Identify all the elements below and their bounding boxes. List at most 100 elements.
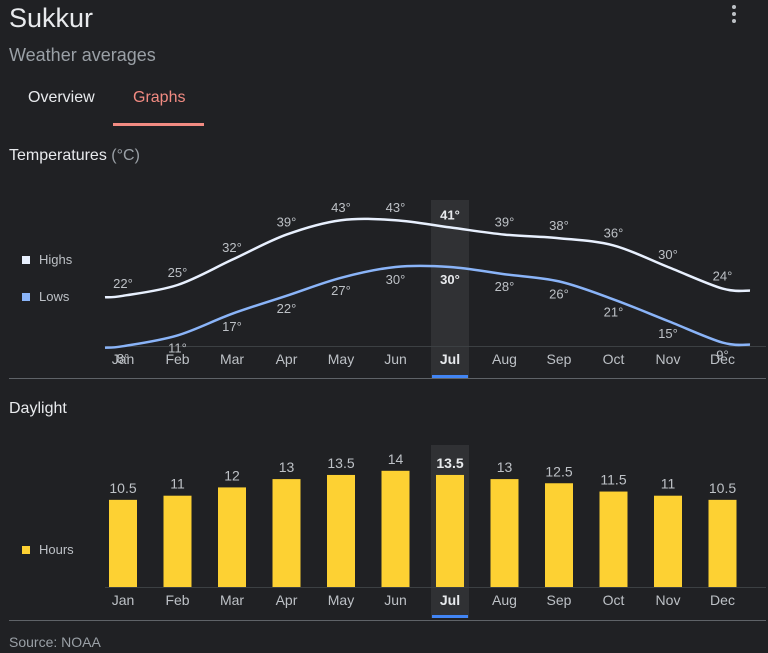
- tab-overview[interactable]: Overview: [28, 89, 95, 106]
- x-tick-label: Jan: [112, 592, 135, 608]
- x-tick-label: Dec: [710, 351, 735, 367]
- legend-lows: Lows: [22, 289, 69, 304]
- data-label-highs: 30°: [658, 247, 678, 262]
- bar-value-label: 13: [497, 459, 513, 475]
- tab-graphs[interactable]: Graphs: [133, 89, 186, 106]
- data-label-lows: 22°: [277, 301, 297, 316]
- hours-swatch: [22, 545, 30, 554]
- selected-month-indicator: [432, 375, 468, 378]
- temperatures-heading: Temperatures (°C): [9, 147, 140, 165]
- x-tick-label: Jul: [440, 592, 460, 608]
- footer-divider: [9, 620, 766, 621]
- data-label-lows: 15°: [658, 326, 678, 341]
- x-tick-label: Dec: [710, 592, 735, 608]
- data-label-highs: 39°: [277, 215, 297, 230]
- daylight-bar: [218, 487, 246, 587]
- daylight-bar: [381, 470, 410, 587]
- x-tick-label: Apr: [276, 351, 298, 367]
- data-label-lows: 26°: [549, 286, 569, 301]
- data-label-highs: 43°: [386, 200, 406, 215]
- daylight-bar: [490, 479, 519, 587]
- daylight-bar: [109, 499, 137, 587]
- bar-value-label: 13: [279, 459, 295, 475]
- bar-value-label: 13.5: [436, 455, 463, 471]
- daylight-bar: [163, 495, 192, 587]
- daylight-bar: [654, 495, 682, 587]
- x-tick-label: Nov: [656, 592, 681, 608]
- data-label-highs: 36°: [604, 225, 624, 240]
- x-tick-label: Jan: [112, 351, 135, 367]
- data-label-highs: 38°: [549, 218, 569, 233]
- data-label-lows: 27°: [331, 283, 351, 298]
- section-divider: [9, 378, 766, 379]
- legend-highs-label: Highs: [39, 252, 73, 267]
- data-label-lows: 30°: [440, 272, 460, 287]
- bar-value-label: 11.5: [600, 472, 626, 488]
- x-tick-label: Jul: [440, 351, 460, 367]
- daylight-bar: [436, 474, 464, 587]
- x-tick-label: Jun: [384, 592, 407, 608]
- temperatures-unit: (°C): [111, 147, 140, 164]
- x-tick-label: Oct: [603, 592, 625, 608]
- daylight-bar: [708, 499, 737, 587]
- x-tick-label: Aug: [492, 592, 517, 608]
- series-line-lows: [104, 264, 751, 349]
- daylight-bar: [272, 479, 301, 587]
- data-label-highs: 43°: [331, 200, 351, 215]
- series-line-highs: [104, 217, 751, 299]
- data-label-highs: 24°: [713, 269, 733, 284]
- bar-value-label: 11: [170, 476, 185, 492]
- data-label-lows: 11°: [168, 340, 187, 355]
- x-tick-label: Mar: [220, 592, 244, 608]
- bar-value-label: 13.5: [327, 455, 354, 471]
- lows-swatch: [22, 292, 30, 301]
- legend-lows-label: Lows: [39, 289, 70, 304]
- data-label-lows: 28°: [495, 279, 515, 294]
- x-tick-label: Apr: [276, 592, 298, 608]
- data-label-highs: 41°: [440, 207, 460, 222]
- legend-hours-label: Hours: [39, 542, 74, 557]
- data-label-highs: 25°: [168, 265, 188, 280]
- x-tick-label: Oct: [603, 351, 625, 367]
- bar-value-label: 12.5: [545, 463, 572, 479]
- daylight-title: Daylight: [9, 400, 67, 417]
- x-tick-label: May: [328, 592, 354, 608]
- x-tick-label: May: [328, 351, 354, 367]
- x-tick-label: Mar: [220, 351, 244, 367]
- x-tick-label: Feb: [165, 351, 189, 367]
- page-subtitle: Weather averages: [9, 45, 156, 65]
- x-tick-label: Jun: [384, 351, 407, 367]
- daylight-bar: [545, 483, 573, 587]
- bar-value-label: 14: [388, 451, 404, 467]
- data-label-lows: 17°: [222, 319, 242, 334]
- x-tick-label: Feb: [165, 592, 189, 608]
- x-tick-label: Aug: [492, 351, 517, 367]
- temperatures-title: Temperatures: [9, 147, 107, 164]
- active-tab-indicator: [113, 123, 204, 126]
- bar-value-label: 10.5: [709, 480, 736, 496]
- x-tick-label: Nov: [656, 351, 681, 367]
- x-tick-label: Sep: [547, 351, 572, 367]
- data-label-lows: 21°: [604, 304, 624, 319]
- daylight-bar: [599, 491, 628, 587]
- highs-swatch: [22, 255, 30, 264]
- x-tick-label: Sep: [547, 592, 572, 608]
- data-label-highs: 32°: [222, 240, 242, 255]
- bar-value-label: 10.5: [109, 480, 136, 496]
- bar-value-label: 11: [661, 476, 676, 492]
- data-label-highs: 39°: [495, 215, 515, 230]
- location-title: Sukkur: [9, 3, 94, 33]
- data-label-lows: 30°: [386, 272, 406, 287]
- selected-month-indicator: [432, 615, 468, 618]
- bar-value-label: 12: [224, 467, 240, 483]
- source-text: Source: NOAA: [9, 634, 101, 650]
- more-vert-icon[interactable]: [726, 2, 742, 26]
- daylight-bar: [327, 474, 355, 587]
- data-label-lows: 8°: [117, 351, 129, 366]
- data-label-highs: 22°: [113, 276, 133, 291]
- data-label-lows: 9°: [716, 348, 728, 363]
- legend-hours: Hours: [22, 542, 74, 557]
- legend-highs: Highs: [22, 252, 72, 267]
